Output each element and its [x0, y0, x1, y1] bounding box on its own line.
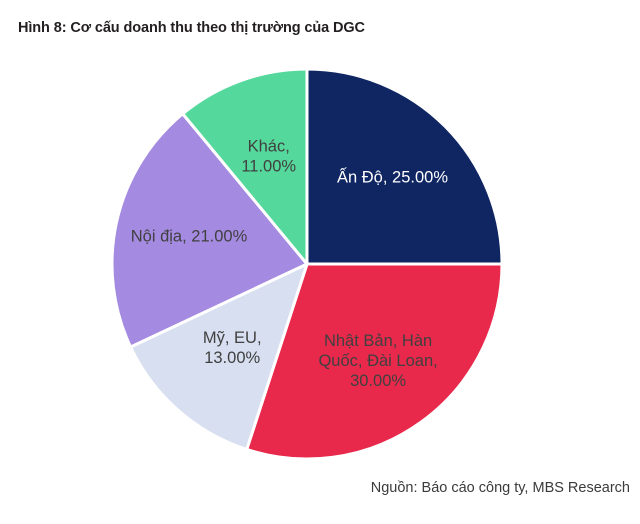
- pie-slice[interactable]: [110, 112, 309, 349]
- pie-slice-label-line: Mỹ, EU,: [203, 329, 262, 347]
- pie-slice-label-line: Ấn Độ, 25.00%: [337, 168, 448, 187]
- pie-slice-label-line: 11.00%: [241, 158, 296, 176]
- pie-slice-label-line: 30.00%: [350, 372, 406, 390]
- page-title: Hình 8: Cơ cấu doanh thu theo thị trường…: [18, 20, 365, 36]
- pie-slice-group: [110, 67, 504, 461]
- pie-slice[interactable]: [305, 67, 504, 266]
- pie-slice-label: Nội địa, 21.00%: [131, 228, 248, 246]
- pie-slice[interactable]: [129, 262, 309, 451]
- pie-slice-label-line: Quốc, Đài Loan,: [318, 352, 437, 370]
- source-caption: Nguồn: Báo cáo công ty, MBS Research: [370, 480, 630, 496]
- pie-chart-area: Ấn Độ, 25.00% Nhật Bản, Hàn Quốc, Đài Loan…: [0, 52, 640, 462]
- pie-chart-svg: Ấn Độ, 25.00% Nhật Bản, Hàn Quốc, Đài Loan…: [110, 67, 504, 461]
- pie-slice-label-line: Nhật Bản, Hàn: [324, 332, 432, 350]
- pie-slice-label-line: Nội địa, 21.00%: [131, 228, 248, 246]
- pie-slice-label-line: Khác,: [248, 138, 290, 156]
- pie-slice[interactable]: [245, 262, 504, 461]
- pie-label-group: Ấn Độ, 25.00% Nhật Bản, Hàn Quốc, Đài Loan…: [131, 138, 449, 390]
- pie-slice-label: Khác, 11.00%: [241, 138, 296, 176]
- pie-slice-label-line: 13.00%: [204, 349, 260, 367]
- pie-slice-label: Nhật Bản, Hàn Quốc, Đài Loan, 30.00%: [318, 332, 437, 390]
- pie-slice-label: Mỹ, EU, 13.00%: [203, 329, 262, 367]
- pie-slice[interactable]: [181, 67, 309, 266]
- pie-slice-label: Ấn Độ, 25.00%: [337, 168, 448, 187]
